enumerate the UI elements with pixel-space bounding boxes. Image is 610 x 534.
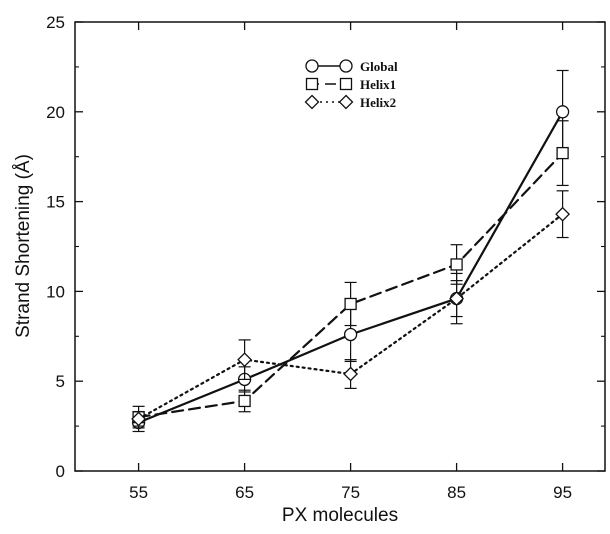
legend-marker-start: [305, 59, 319, 73]
data-point: [555, 105, 570, 119]
data-point: [450, 258, 463, 271]
x-tick-label: 75: [341, 483, 360, 502]
x-tick-label: 65: [235, 483, 254, 502]
legend-marker-end: [339, 77, 353, 91]
data-point: [237, 352, 253, 368]
x-tick-label: 95: [553, 483, 572, 502]
legend-marker-start: [305, 77, 319, 91]
y-tick-label: 10: [46, 282, 65, 301]
y-tick-label: 20: [46, 103, 65, 122]
legend-label: Helix2: [360, 95, 396, 110]
y-tick-label: 0: [56, 462, 65, 481]
data-point: [555, 206, 571, 222]
data-point: [449, 291, 465, 307]
legend-label: Global: [360, 59, 398, 74]
legend-marker-end: [339, 59, 353, 73]
data-point: [343, 327, 358, 342]
data-point: [343, 366, 359, 382]
y-tick-label: 25: [46, 13, 65, 32]
y-tick-label: 15: [46, 193, 65, 212]
series-line: [137, 152, 564, 419]
legend-marker-start: [304, 94, 320, 110]
data-point: [556, 146, 569, 160]
data-point: [131, 411, 147, 427]
x-tick-label: 85: [447, 483, 466, 502]
series-layer: [131, 69, 571, 433]
legend-marker-end: [338, 94, 354, 110]
series-helix2: [131, 190, 571, 427]
y-axis-label: Strand Shortening (Å): [13, 154, 34, 338]
y-tick-label: 5: [56, 372, 65, 391]
data-point: [238, 394, 251, 408]
x-tick-label: 55: [129, 483, 148, 502]
legend-label: Helix1: [360, 77, 396, 92]
data-point: [344, 297, 357, 311]
axis-ticks: [75, 21, 605, 472]
legend: Global Helix1 Helix2: [304, 59, 398, 110]
x-axis-label: PX molecules: [282, 505, 398, 526]
tick-labels: 55 65 75 85 95 0 5 10 15 20 25: [46, 13, 572, 502]
